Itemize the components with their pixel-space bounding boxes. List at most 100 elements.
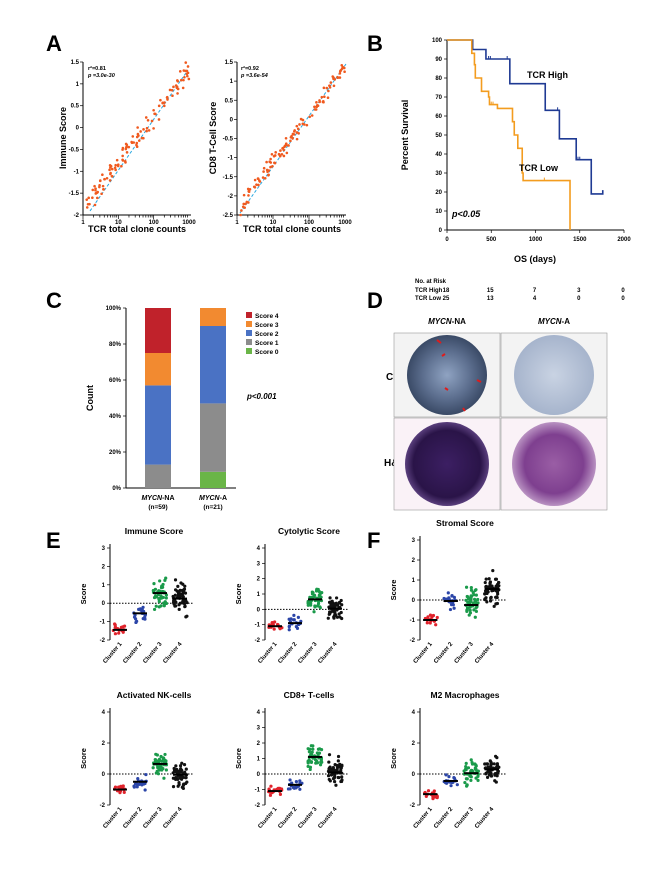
- scatter-point: [338, 76, 342, 79]
- y-tick-label: -1.5: [69, 191, 80, 197]
- y-tick-label: 1: [257, 757, 261, 763]
- scatter-point: [279, 149, 282, 152]
- dot-cluster-4: [332, 613, 337, 618]
- scatter-point: [102, 188, 105, 191]
- x-category-label: Cluster 4: [162, 806, 184, 830]
- scatter-point: [292, 133, 296, 136]
- scatter-point: [242, 193, 246, 197]
- y-tick-label: 0.5: [225, 98, 234, 104]
- dot-cluster-4: [180, 601, 184, 605]
- scatter-point: [183, 75, 186, 79]
- dot-cluster-4: [328, 779, 332, 783]
- dot-cluster-4: [489, 596, 493, 600]
- legend-label: Score 3: [255, 322, 279, 329]
- x-category-n: (n=21): [203, 504, 222, 511]
- scatter-point: [270, 152, 274, 156]
- y-tick-label: 0: [412, 598, 416, 604]
- y-tick-label: -1: [255, 788, 261, 794]
- risk-count: 3: [577, 288, 581, 294]
- dot-cluster-3: [164, 596, 168, 600]
- dot-cluster-4: [178, 592, 182, 596]
- dot-cluster-3: [157, 605, 161, 609]
- dot-cluster-3: [158, 589, 162, 593]
- y-tick-label: -1: [228, 156, 234, 162]
- dot-cluster-3: [463, 780, 467, 785]
- dot-cluster-4: [178, 776, 183, 780]
- dot-cluster-4: [484, 577, 488, 581]
- scatter-point: [314, 108, 318, 111]
- dot-cluster-4: [333, 775, 337, 779]
- y-tick-label: 0: [257, 772, 261, 778]
- dot-cluster-4: [173, 578, 178, 582]
- risk-count: 4: [533, 296, 537, 302]
- scatter-point: [315, 105, 318, 109]
- scatter-point: [132, 141, 136, 144]
- dot-cluster-4: [328, 611, 332, 616]
- dot-cluster-1: [428, 613, 433, 617]
- scatter-point: [305, 123, 309, 127]
- x-tick-label: 500: [486, 237, 497, 243]
- dot-cluster-3: [469, 778, 473, 783]
- dot-cluster-4: [488, 599, 493, 603]
- y-tick-label: 1: [102, 583, 106, 589]
- dot-cluster-3: [464, 777, 469, 781]
- scatter-point: [152, 108, 155, 112]
- scatter-point: [110, 174, 114, 178]
- scatter-point: [281, 146, 285, 150]
- scatter-point: [293, 130, 296, 133]
- scatter-point: [313, 105, 316, 109]
- dot-cluster-3: [314, 589, 319, 593]
- risk-count: 13: [487, 296, 494, 302]
- dot-cluster-3: [306, 747, 310, 751]
- scatter-point: [262, 170, 265, 173]
- dot-cluster-2: [444, 781, 449, 785]
- scatter-point: [301, 118, 305, 122]
- dot-cluster-4: [335, 765, 340, 769]
- dot-cluster-3: [470, 762, 475, 766]
- dot-cluster-3: [464, 761, 468, 765]
- y-tick-label: -1: [410, 618, 416, 624]
- dot-cluster-3: [474, 609, 479, 614]
- dot-cluster-1: [113, 623, 117, 627]
- y-tick-label: 40%: [109, 414, 122, 420]
- scatter-point: [94, 191, 98, 195]
- scatter-point: [274, 151, 277, 154]
- scatter-cd8-tcell-score: r²=0.92 p =3.6e-54 CD8 T-Cell Score TCR …: [208, 60, 352, 234]
- dot-cluster-4: [340, 603, 344, 607]
- risk-title: No. at Risk: [415, 279, 447, 285]
- scatter-point: [308, 115, 311, 119]
- dot-cluster-3: [476, 778, 480, 782]
- dot-cluster-2: [446, 591, 450, 595]
- legend-swatch: [246, 348, 252, 354]
- risk-count: 0: [577, 296, 581, 302]
- scatter-point: [101, 173, 104, 177]
- scatter-point: [93, 184, 96, 188]
- dot-cluster-3: [465, 784, 469, 788]
- scatter-point: [136, 126, 139, 129]
- scatter-point: [91, 196, 94, 200]
- y-tick-label: -2: [74, 213, 80, 219]
- dot-cluster-3: [306, 603, 310, 607]
- scatter-point: [245, 200, 249, 204]
- dot-cluster-4: [485, 591, 489, 596]
- x-category-label: Cluster 4: [474, 641, 496, 665]
- scatter-point: [331, 75, 335, 78]
- scatter-point: [135, 143, 138, 147]
- scatter-point: [295, 137, 299, 141]
- dot-cluster-2: [132, 785, 136, 789]
- dot-cluster-2: [288, 778, 292, 782]
- scatter-point: [328, 84, 331, 87]
- x-tick-label: 1500: [573, 237, 587, 243]
- scatter-point: [186, 65, 190, 68]
- x-category-label: Cluster 2: [277, 641, 299, 665]
- scatter-point: [315, 101, 318, 104]
- dot-cluster-3: [469, 586, 473, 590]
- dot-cluster-2: [141, 605, 145, 609]
- scatter-point: [268, 160, 271, 163]
- dot-cluster-3: [157, 759, 161, 763]
- y-tick-label: 60: [435, 114, 442, 120]
- x-category-label: Cluster 2: [433, 806, 455, 830]
- x-category-label: Cluster 3: [454, 806, 476, 830]
- scatter-point: [135, 135, 139, 139]
